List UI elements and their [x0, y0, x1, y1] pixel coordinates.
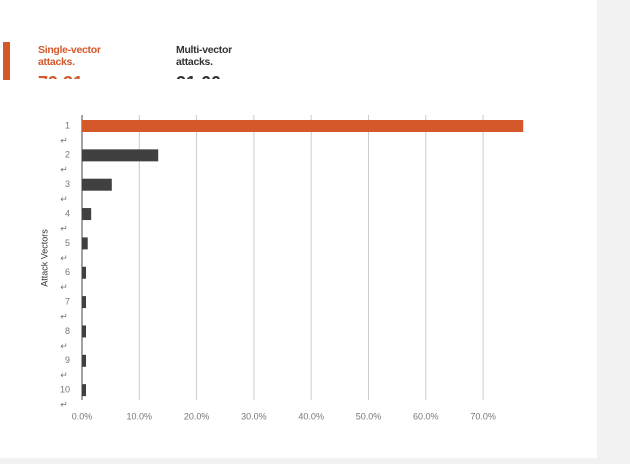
- line-break-marker: ↵: [60, 282, 68, 292]
- line-break-marker: ↵: [60, 311, 68, 321]
- y-tick-label: 8: [65, 326, 70, 336]
- y-tick-label: 7: [65, 296, 70, 306]
- x-tick-label: 60.0%: [413, 411, 439, 421]
- bar: [82, 208, 92, 221]
- y-tick-label: 1: [65, 120, 70, 130]
- tab-label: Single-vector: [38, 44, 101, 56]
- line-break-marker: ↵: [60, 135, 68, 145]
- y-tick-label: 4: [65, 208, 70, 218]
- tabs: Single-vectorattacks.79.31Multi-vectorat…: [38, 44, 232, 93]
- x-tick-label: 70.0%: [470, 411, 496, 421]
- x-tick-label: 30.0%: [241, 411, 267, 421]
- bar: [82, 178, 112, 191]
- tab-value: 21.60: [176, 73, 221, 93]
- line-break-marker: ↵: [60, 223, 68, 233]
- bar: [82, 149, 159, 162]
- bar: [82, 237, 88, 250]
- line-break-marker: ↵: [60, 253, 68, 263]
- bar: [82, 266, 87, 279]
- bar: [82, 325, 87, 338]
- line-break-marker: ↵: [60, 341, 68, 351]
- y-tick-label: 9: [65, 355, 70, 365]
- card-background: [0, 0, 597, 458]
- line-break-marker: ↵: [60, 194, 68, 204]
- tab-label: attacks.: [38, 56, 75, 68]
- x-tick-label: 50.0%: [356, 411, 382, 421]
- line-break-marker: ↵: [60, 400, 68, 410]
- x-tick-label: 40.0%: [298, 411, 324, 421]
- x-tick-label: 10.0%: [127, 411, 153, 421]
- tab-label: attacks.: [176, 56, 213, 68]
- bar: [82, 384, 87, 397]
- y-tick-label: 2: [65, 150, 70, 160]
- y-tick-label: 5: [65, 238, 70, 248]
- tab-label: Multi-vector: [176, 44, 232, 56]
- y-tick-label: 6: [65, 267, 70, 277]
- x-tick-label: 0.0%: [72, 411, 93, 421]
- bar: [82, 296, 87, 309]
- active-tab-indicator: [3, 42, 10, 80]
- y-tick-label: 3: [65, 179, 70, 189]
- bar: [82, 354, 87, 367]
- y-axis-label: Attack Vectors: [39, 229, 49, 287]
- y-tick-label: 10: [60, 385, 70, 395]
- line-break-marker: ↵: [60, 370, 68, 380]
- line-break-marker: ↵: [60, 165, 68, 175]
- bar: [82, 120, 524, 132]
- x-tick-label: 20.0%: [184, 411, 210, 421]
- tab-value: 79.31: [38, 73, 83, 93]
